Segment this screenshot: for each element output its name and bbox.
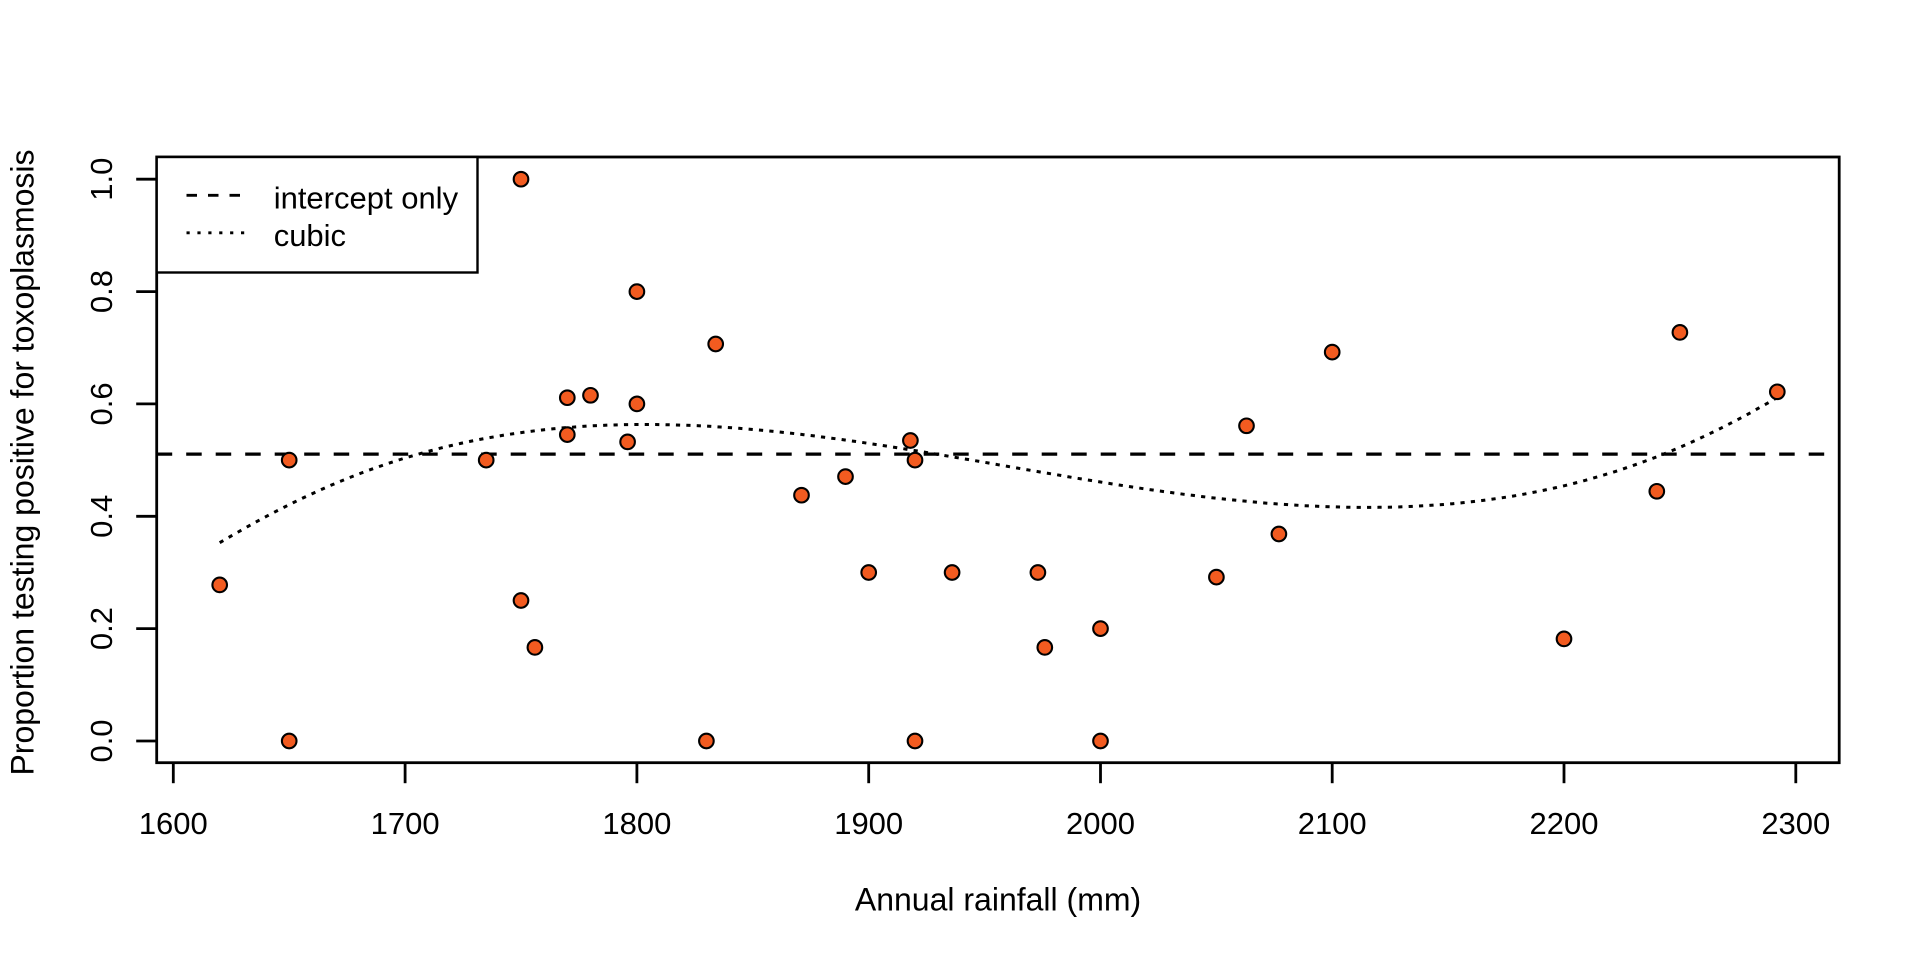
svg-text:1600: 1600 bbox=[139, 806, 208, 841]
svg-text:1900: 1900 bbox=[834, 806, 903, 841]
svg-text:2300: 2300 bbox=[1761, 806, 1830, 841]
svg-text:Annual rainfall (mm): Annual rainfall (mm) bbox=[855, 881, 1141, 917]
svg-text:2000: 2000 bbox=[1066, 806, 1135, 841]
svg-text:2100: 2100 bbox=[1298, 806, 1367, 841]
svg-text:intercept only: intercept only bbox=[274, 180, 459, 215]
svg-text:1700: 1700 bbox=[371, 806, 440, 841]
svg-text:1.0: 1.0 bbox=[84, 158, 119, 201]
svg-text:2200: 2200 bbox=[1530, 806, 1599, 841]
svg-text:0.4: 0.4 bbox=[84, 495, 119, 538]
svg-text:0.8: 0.8 bbox=[84, 270, 119, 313]
svg-text:0.2: 0.2 bbox=[84, 607, 119, 650]
svg-text:0.6: 0.6 bbox=[84, 382, 119, 425]
svg-text:0.0: 0.0 bbox=[84, 719, 119, 762]
svg-text:cubic: cubic bbox=[274, 218, 346, 253]
svg-text:Proportion testing positive fo: Proportion testing positive for toxoplas… bbox=[5, 149, 41, 775]
svg-text:1800: 1800 bbox=[602, 806, 671, 841]
